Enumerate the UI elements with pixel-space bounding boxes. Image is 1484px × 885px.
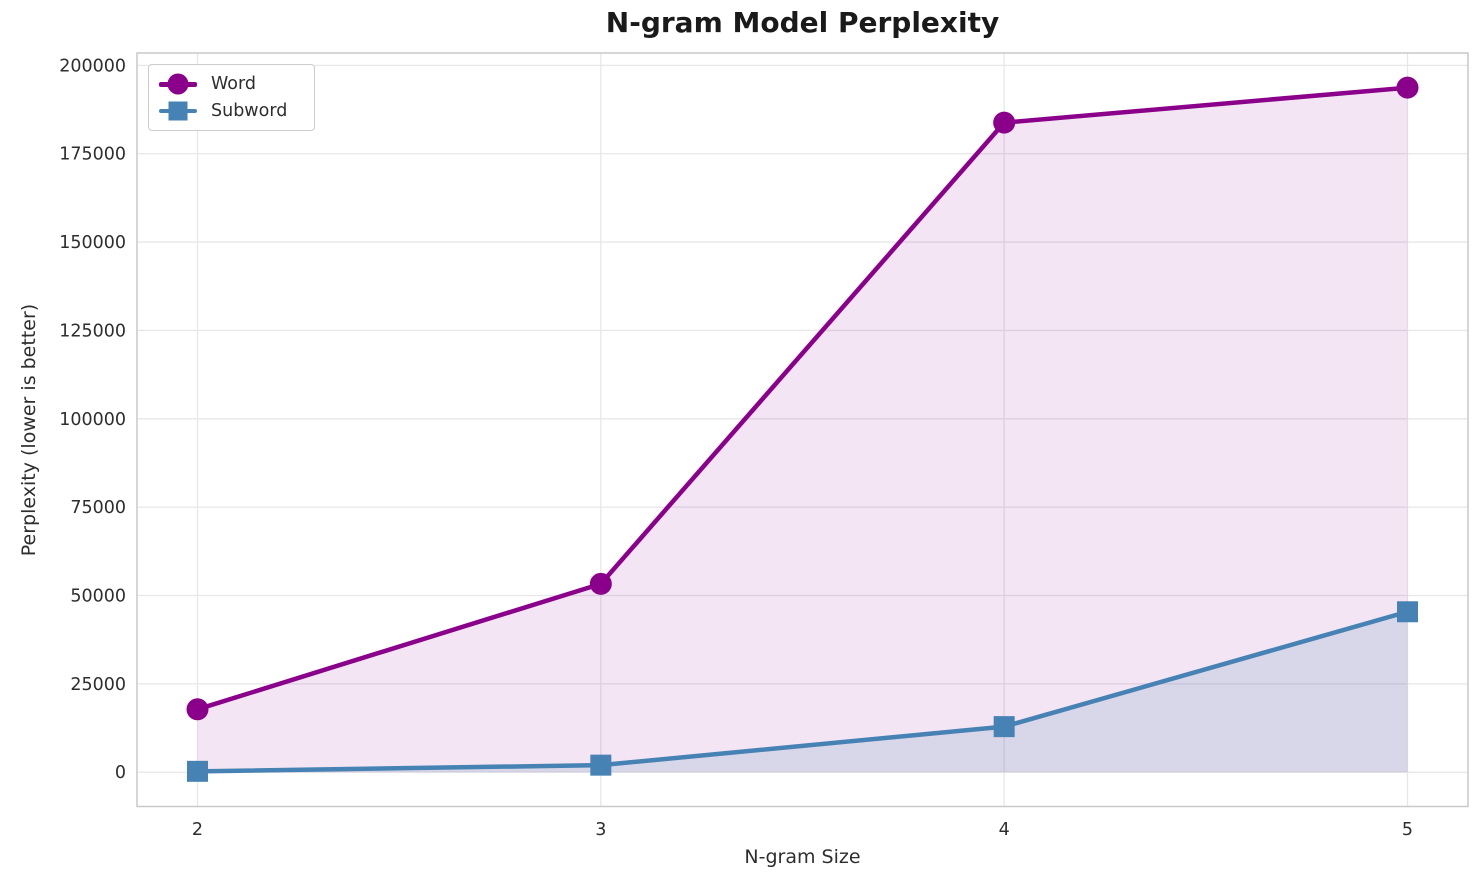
legend: Word Subword (148, 64, 315, 131)
word-marker (186, 698, 209, 721)
x-tick-label: 5 (1402, 820, 1413, 840)
word-marker (993, 111, 1016, 134)
subword-marker (993, 716, 1015, 738)
y-tick-label: 25000 (70, 675, 126, 695)
word-fill-area (197, 87, 1408, 773)
legend-label-subword: Subword (211, 100, 288, 121)
y-axis-label: Perplexity (lower is better) (18, 303, 40, 557)
word-marker (1396, 76, 1419, 99)
y-tick-label: 50000 (70, 587, 126, 607)
x-axis-label: N-gram Size (744, 846, 861, 868)
subword-marker (187, 760, 208, 782)
word-circle-swatch (167, 73, 189, 95)
subword-marker (1397, 601, 1418, 623)
word-marker-icon (159, 72, 197, 96)
subword-line (195, 609, 1410, 774)
y-tick-label: 150000 (59, 233, 126, 253)
y-tick-label: 100000 (59, 410, 126, 430)
subword-fill-area (197, 611, 1408, 773)
y-tick-label: 175000 (59, 145, 126, 165)
subword-marker-icon (159, 99, 197, 123)
chart-title: N-gram Model Perplexity (605, 6, 1000, 39)
legend-item-word: Word (159, 71, 304, 97)
plot-border (136, 52, 1469, 808)
legend-label-word: Word (211, 74, 256, 95)
x-tick-label: 4 (999, 820, 1010, 840)
y-tick-label: 200000 (59, 56, 126, 76)
subword-marker (590, 754, 612, 776)
x-tick-label: 3 (595, 820, 606, 840)
x-tick-label: 2 (192, 820, 203, 840)
word-marker (589, 572, 612, 595)
legend-item-subword: Subword (159, 98, 304, 124)
y-tick-label: 75000 (70, 498, 126, 518)
word-line (195, 85, 1410, 712)
y-tick-label: 125000 (59, 321, 126, 341)
subword-square-swatch (168, 101, 188, 121)
y-tick-label: 0 (115, 763, 126, 783)
